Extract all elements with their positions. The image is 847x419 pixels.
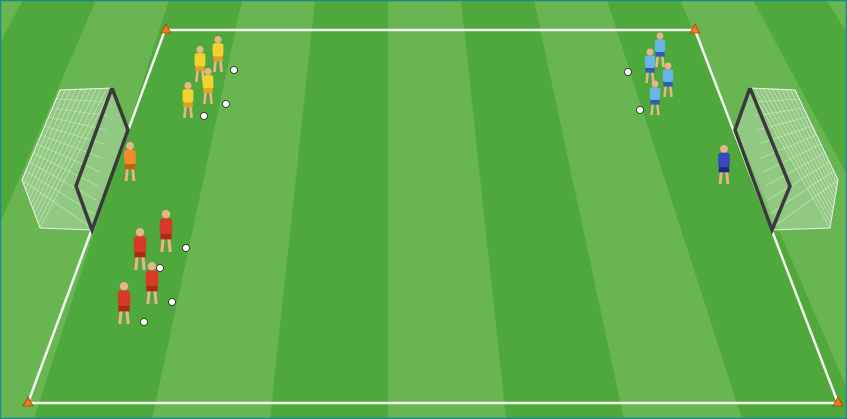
player-shirt xyxy=(718,153,730,167)
player-leg xyxy=(184,106,185,118)
ball xyxy=(183,245,190,252)
player-head xyxy=(720,145,728,153)
ball xyxy=(201,113,208,120)
ball xyxy=(637,107,644,114)
player-leg xyxy=(220,60,221,72)
player-shirt xyxy=(124,150,136,164)
player-head xyxy=(126,142,134,150)
ball xyxy=(231,67,238,74)
player-head xyxy=(196,46,203,53)
player-leg xyxy=(647,72,648,84)
ball xyxy=(625,69,632,76)
player-leg xyxy=(214,60,215,72)
player-head xyxy=(184,82,191,89)
player-leg xyxy=(148,290,149,304)
player-leg xyxy=(126,168,127,181)
player-leg xyxy=(127,310,128,324)
player-leg xyxy=(652,104,653,116)
player-head xyxy=(652,81,659,88)
ball xyxy=(157,265,164,272)
player-head xyxy=(162,210,170,218)
player-shirt xyxy=(213,43,224,56)
player-shirt xyxy=(160,218,173,233)
player-shirt xyxy=(645,55,655,68)
player-leg xyxy=(657,104,658,116)
drill-diagram xyxy=(0,0,847,419)
player-shirt xyxy=(203,75,214,88)
player-head xyxy=(657,33,664,40)
player-head xyxy=(204,68,211,75)
player-shirt xyxy=(663,69,673,82)
player-leg xyxy=(120,310,121,324)
player-leg xyxy=(190,106,191,118)
player-shirt xyxy=(134,236,147,251)
player-leg xyxy=(204,92,205,104)
player-head xyxy=(647,49,654,56)
player-leg xyxy=(196,70,197,82)
ball xyxy=(223,101,230,108)
player-head xyxy=(665,62,672,69)
ball xyxy=(141,319,148,326)
player-leg xyxy=(210,92,211,104)
player-leg xyxy=(727,171,728,184)
player-leg xyxy=(162,238,163,252)
player-leg xyxy=(143,256,144,270)
player-leg xyxy=(720,171,721,184)
player-head xyxy=(120,282,128,290)
player-shirt xyxy=(146,270,159,285)
player-shirt xyxy=(183,89,194,102)
player-leg xyxy=(155,290,156,304)
player-leg xyxy=(169,238,170,252)
player-leg xyxy=(133,168,134,181)
player-head xyxy=(148,262,156,270)
player-head xyxy=(136,228,144,236)
player-leg xyxy=(136,256,137,270)
player-shirt xyxy=(118,290,131,305)
page: (() => { const NS = 'http://www.w3.org/2… xyxy=(0,0,847,419)
player-shirt xyxy=(650,87,660,100)
player-leg xyxy=(670,86,671,98)
player-shirt xyxy=(195,53,206,66)
player-shirt xyxy=(655,39,665,52)
player-head xyxy=(214,36,221,43)
player-leg xyxy=(662,56,663,68)
ball xyxy=(169,299,176,306)
player-leg xyxy=(657,56,658,68)
player-leg xyxy=(665,86,666,98)
